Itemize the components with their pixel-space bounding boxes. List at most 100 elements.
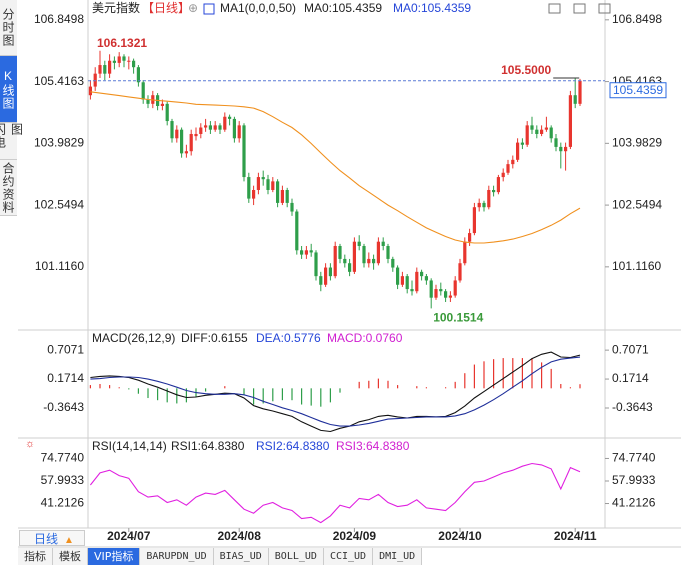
candle-body — [204, 125, 208, 128]
x-tick-label: 2024/07 — [107, 529, 151, 543]
macd-bar — [272, 388, 274, 402]
window-icon[interactable] — [598, 3, 611, 14]
candle-body — [516, 142, 520, 160]
window-icon[interactable] — [573, 3, 586, 14]
y-tick-label: 101.1160 — [35, 259, 84, 273]
candle-body — [146, 99, 150, 104]
candle-body — [482, 202, 486, 208]
candle-body — [549, 127, 553, 139]
candle-body — [247, 177, 251, 199]
macd-bar — [310, 388, 312, 406]
y-tick-label: 0.7071 — [47, 342, 84, 356]
y-tick-label: 74.7740 — [41, 451, 85, 465]
candle-body — [136, 67, 140, 83]
macd-bar — [205, 388, 207, 392]
macd-bar — [512, 358, 514, 389]
y-tick-label: 103.9829 — [612, 136, 662, 150]
tab[interactable]: DMI_UD — [373, 548, 423, 565]
candle-body — [391, 258, 395, 268]
candle-body — [98, 65, 102, 74]
macd-bar — [147, 388, 149, 399]
candle-body — [420, 271, 424, 277]
tab[interactable]: BIAS_UD — [213, 548, 269, 565]
macd-bar — [493, 359, 495, 389]
candle-body — [141, 82, 145, 100]
side-tab[interactable]: 分时图 — [0, 0, 17, 56]
y-tick-label: 57.9933 — [41, 473, 85, 487]
legend-text: RSI1:64.8380 — [171, 439, 245, 453]
y-tick-label: 103.9829 — [34, 136, 84, 150]
macd-bar — [157, 388, 159, 401]
macd-bar — [99, 384, 101, 389]
bottom-tabs: 指标 模板 VIP指标 BARUPDN_UD BIAS_UD BOLL_UD C… — [18, 548, 423, 565]
y-tick-label: 101.1160 — [612, 259, 661, 273]
ma-icon[interactable] — [203, 3, 215, 15]
tab[interactable]: 指标 — [18, 548, 53, 565]
macd-bar — [368, 380, 370, 389]
side-tab[interactable]: 闪电图 — [0, 123, 24, 160]
macd-bar — [89, 385, 91, 389]
candle-body — [429, 280, 433, 298]
candle-body — [304, 250, 308, 255]
candle-body — [525, 125, 529, 145]
candle-body — [266, 179, 270, 190]
candle-body — [458, 263, 462, 281]
candle-body — [348, 263, 352, 272]
macd-bar — [301, 388, 303, 405]
macd-bar — [224, 386, 226, 389]
candle-body — [568, 95, 572, 147]
candle-body — [444, 291, 448, 298]
candle-body — [535, 129, 539, 134]
macd-bar — [483, 361, 485, 389]
macd-bar — [128, 388, 130, 390]
macd-bar — [560, 384, 562, 389]
candle-body — [511, 159, 515, 165]
tab[interactable]: VIP指标 — [88, 548, 141, 565]
window-icon[interactable] — [548, 3, 561, 14]
candle-body — [338, 245, 342, 259]
candle-body — [520, 142, 524, 145]
candle-body — [127, 60, 131, 62]
y-tick-label: -0.3643 — [612, 400, 653, 414]
side-tab[interactable]: K线图 — [0, 56, 17, 123]
macd-bar — [176, 388, 178, 404]
period-label: 【日线】 — [142, 1, 190, 15]
tab[interactable]: 模板 — [53, 548, 88, 565]
candle-body — [386, 245, 390, 259]
macd-bar — [425, 387, 427, 389]
add-icon[interactable]: ⊕ — [188, 1, 198, 15]
macd-bar — [502, 358, 504, 389]
tab[interactable]: BARUPDN_UD — [140, 548, 214, 565]
side-tab[interactable]: 合约资料 — [0, 160, 17, 216]
candle-body — [333, 245, 337, 277]
candle-body — [213, 125, 217, 130]
candle-body — [477, 202, 481, 208]
candle-body — [232, 118, 236, 139]
x-tick-label: 2024/08 — [218, 529, 262, 543]
settings-icon[interactable]: ☼ — [25, 438, 35, 450]
candle-body — [103, 65, 107, 74]
candle-body — [117, 56, 121, 63]
macd-bar — [377, 378, 379, 389]
candle-body — [578, 80, 582, 104]
y-tick-label: 0.7071 — [612, 342, 649, 356]
arrow-icon: ▲ — [64, 535, 74, 546]
candle-body — [285, 189, 289, 203]
price-tag — [609, 82, 667, 99]
y-tick-label: 57.9933 — [612, 473, 656, 487]
candle-body — [424, 276, 428, 281]
candle-body — [256, 177, 260, 190]
macd-bar — [339, 388, 341, 393]
legend-text: MACD(26,12,9) — [92, 331, 175, 345]
tab[interactable]: BOLL_UD — [268, 548, 324, 565]
candle-body — [506, 164, 510, 173]
legend-text: MA1(0,0,0,50) — [220, 1, 296, 15]
candle-body — [132, 60, 136, 68]
tab[interactable]: CCI_UD — [323, 548, 374, 565]
legend-text: MA0:105.4359 — [393, 1, 471, 15]
macd-bar — [473, 364, 475, 389]
period-button[interactable]: 日线 ▲ — [19, 530, 85, 546]
candle-body — [468, 233, 472, 242]
y-tick-label: 41.2126 — [41, 496, 85, 510]
